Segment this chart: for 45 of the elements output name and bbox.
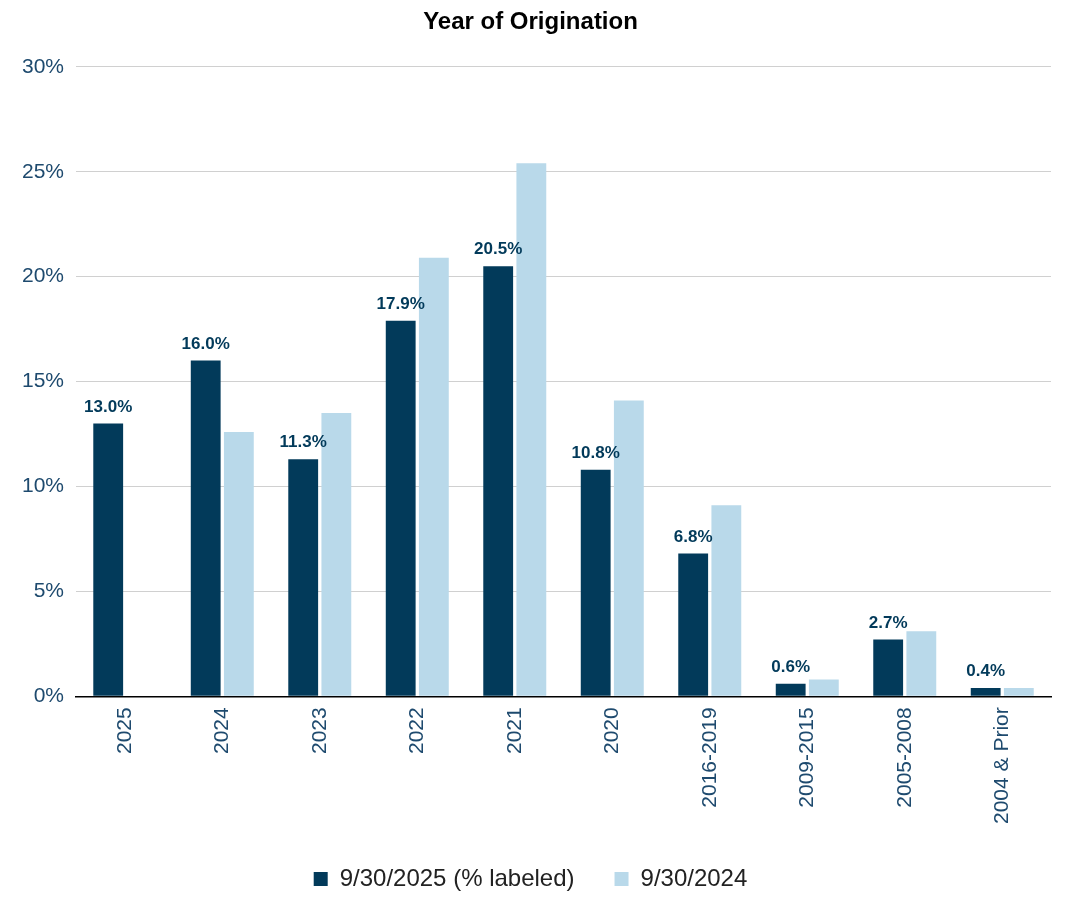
data-label: 17.9% xyxy=(376,293,425,313)
bar xyxy=(1003,687,1034,696)
bar xyxy=(808,679,839,696)
bar xyxy=(385,320,416,696)
bar xyxy=(775,683,806,696)
bar xyxy=(580,469,611,696)
y-tick-label: 0% xyxy=(33,683,65,707)
y-tick-label: 5% xyxy=(33,578,65,602)
data-label: 13.0% xyxy=(84,396,133,416)
x-tick-label: 2009-2015 xyxy=(794,707,818,808)
data-label: 0.4% xyxy=(966,661,1006,681)
data-label: 20.5% xyxy=(474,239,523,259)
chart-title: Year of Origination xyxy=(423,7,638,35)
bar xyxy=(483,266,514,696)
bar xyxy=(288,459,319,696)
y-tick-label: 15% xyxy=(22,368,65,392)
x-tick-label: 2020 xyxy=(599,707,623,754)
data-label: 11.3% xyxy=(279,432,327,452)
y-tick-label: 30% xyxy=(22,53,65,77)
data-label: 6.8% xyxy=(673,526,713,546)
y-tick-label: 10% xyxy=(22,473,65,497)
bar xyxy=(873,639,904,696)
bar xyxy=(906,631,937,696)
x-tick-label: 2004 & Prior xyxy=(989,707,1013,824)
x-tick-label: 2016-2019 xyxy=(696,707,720,808)
bar xyxy=(190,360,221,696)
data-label: 0.6% xyxy=(771,656,811,676)
y-tick-label: 20% xyxy=(22,263,65,287)
data-label: 10.8% xyxy=(571,442,620,462)
x-tick-label: 2025 xyxy=(111,707,135,754)
x-tick-label: 2005-2008 xyxy=(891,707,915,808)
x-tick-label: 2024 xyxy=(209,706,233,754)
bar xyxy=(678,553,709,696)
bar xyxy=(223,431,254,696)
data-label: 16.0% xyxy=(181,333,230,353)
data-label: 2.7% xyxy=(868,612,908,632)
bar xyxy=(970,687,1001,696)
bar xyxy=(711,505,742,696)
bar xyxy=(93,423,124,696)
legend-label: 9/30/2024 xyxy=(640,863,748,891)
x-tick-label: 2022 xyxy=(404,707,428,754)
legend-label: 9/30/2025 (% labeled) xyxy=(339,863,575,891)
x-tick-label: 2023 xyxy=(306,707,330,754)
x-tick-label: 2021 xyxy=(501,707,525,754)
y-tick-label: 25% xyxy=(22,158,65,182)
